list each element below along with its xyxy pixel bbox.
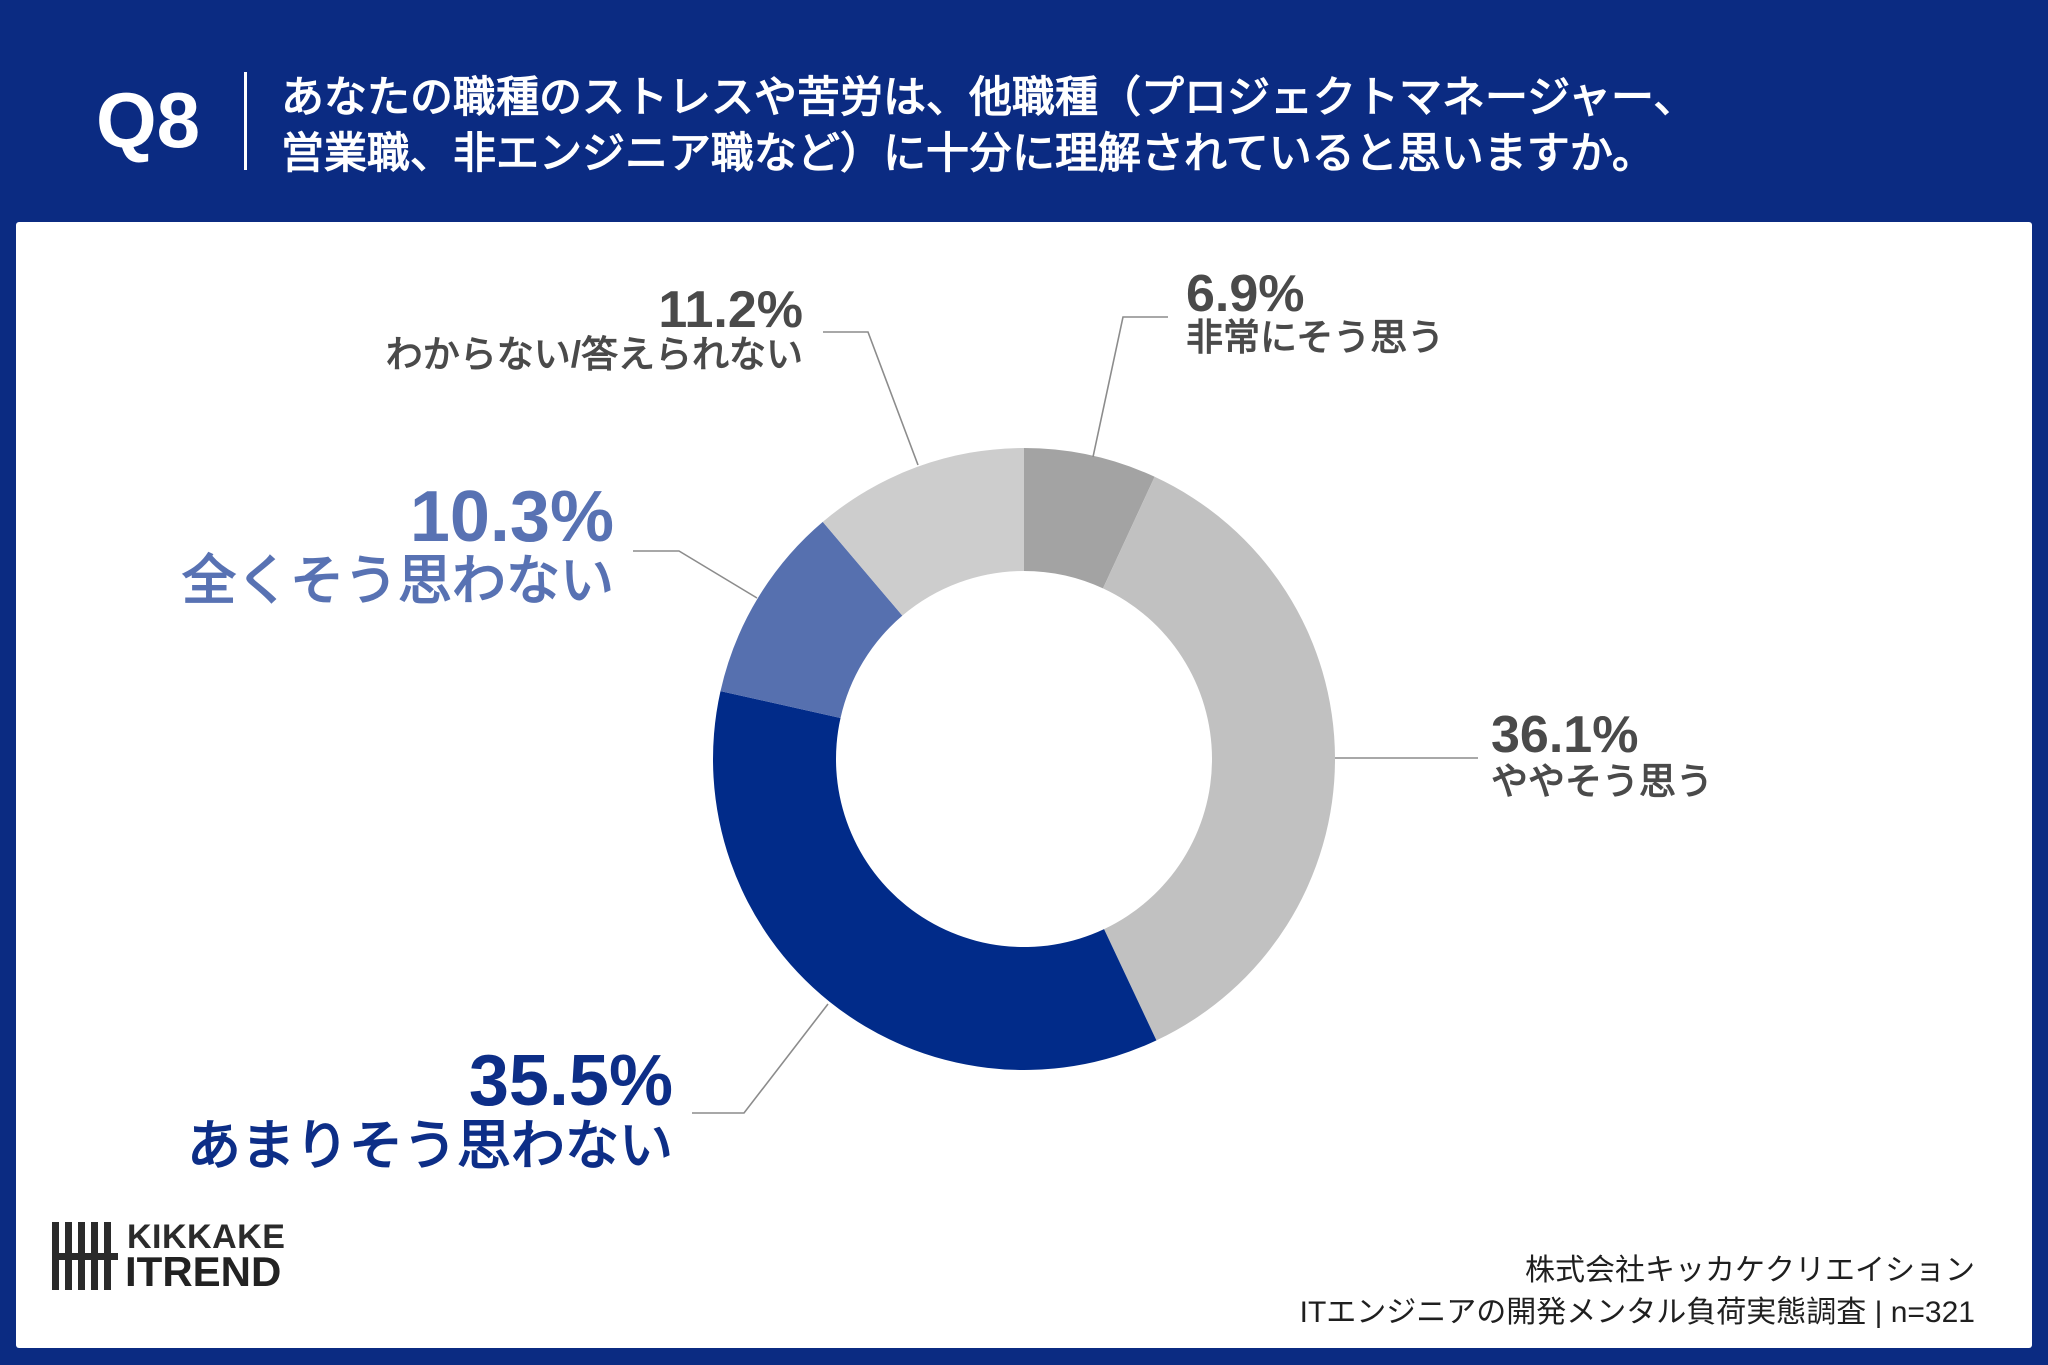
header-divider xyxy=(244,72,247,170)
donut-slice-2 xyxy=(1102,476,1335,1041)
donut-slice-1 xyxy=(1024,448,1155,589)
source-footer: 株式会社キッカケクリエイション ITエンジニアの開発メンタル負荷実態調査 | n… xyxy=(1300,1250,1975,1334)
leader-lines xyxy=(633,316,1478,1114)
slice-category-label-3: あまりそう思わない xyxy=(187,1116,673,1176)
donut-slices xyxy=(712,448,1335,1070)
slice-value-label-1: 6.9% xyxy=(1186,265,1305,323)
donut-slice-3 xyxy=(712,691,1157,1070)
footer-survey-note: ITエンジニアの開発メンタル負荷実態調査 | n=321 xyxy=(1299,1296,1975,1329)
slice-category-label-2: ややそう思う xyxy=(1491,761,1713,802)
slice-value-label-2: 36.1% xyxy=(1491,706,1639,764)
donut-slice-5 xyxy=(822,448,1024,616)
slice-value-label-3: 35.5% xyxy=(468,1041,673,1121)
question-number: Q8 xyxy=(96,76,201,164)
question-line-2: 営業職、非エンジニア職など）に十分に理解されていると思いますか。 xyxy=(281,130,1655,178)
question-line-1: あなたの職種のストレスや苦労は、他職種（プロジェクトマネージャー、 xyxy=(281,74,1697,122)
leader-line-5 xyxy=(823,331,919,466)
leader-line-1 xyxy=(1092,316,1168,458)
logo-text-kikkake: KIKKAKE xyxy=(127,1218,286,1256)
leader-line-4 xyxy=(633,550,758,599)
leader-line-3 xyxy=(692,1003,829,1114)
slice-category-label-1: 非常にそう思う xyxy=(1186,317,1445,358)
footer-company: 株式会社キッカケクリエイション xyxy=(1525,1254,1975,1287)
question-text: あなたの職種のストレスや苦労は、他職種（プロジェクトマネージャー、 営業職、非エ… xyxy=(281,70,1697,182)
slice-value-label-5: 11.2% xyxy=(658,281,803,339)
logo-text-itrend: ITREND xyxy=(125,1248,282,1295)
slice-category-label-4: 全くそう思わない xyxy=(182,551,614,611)
tally-mark-icon xyxy=(52,1222,118,1290)
content-panel xyxy=(16,222,2032,1348)
slice-value-label-4: 10.3% xyxy=(409,477,614,557)
donut-slice-4 xyxy=(720,521,903,718)
slice-category-label-5: わからない/答えられない xyxy=(385,334,803,375)
